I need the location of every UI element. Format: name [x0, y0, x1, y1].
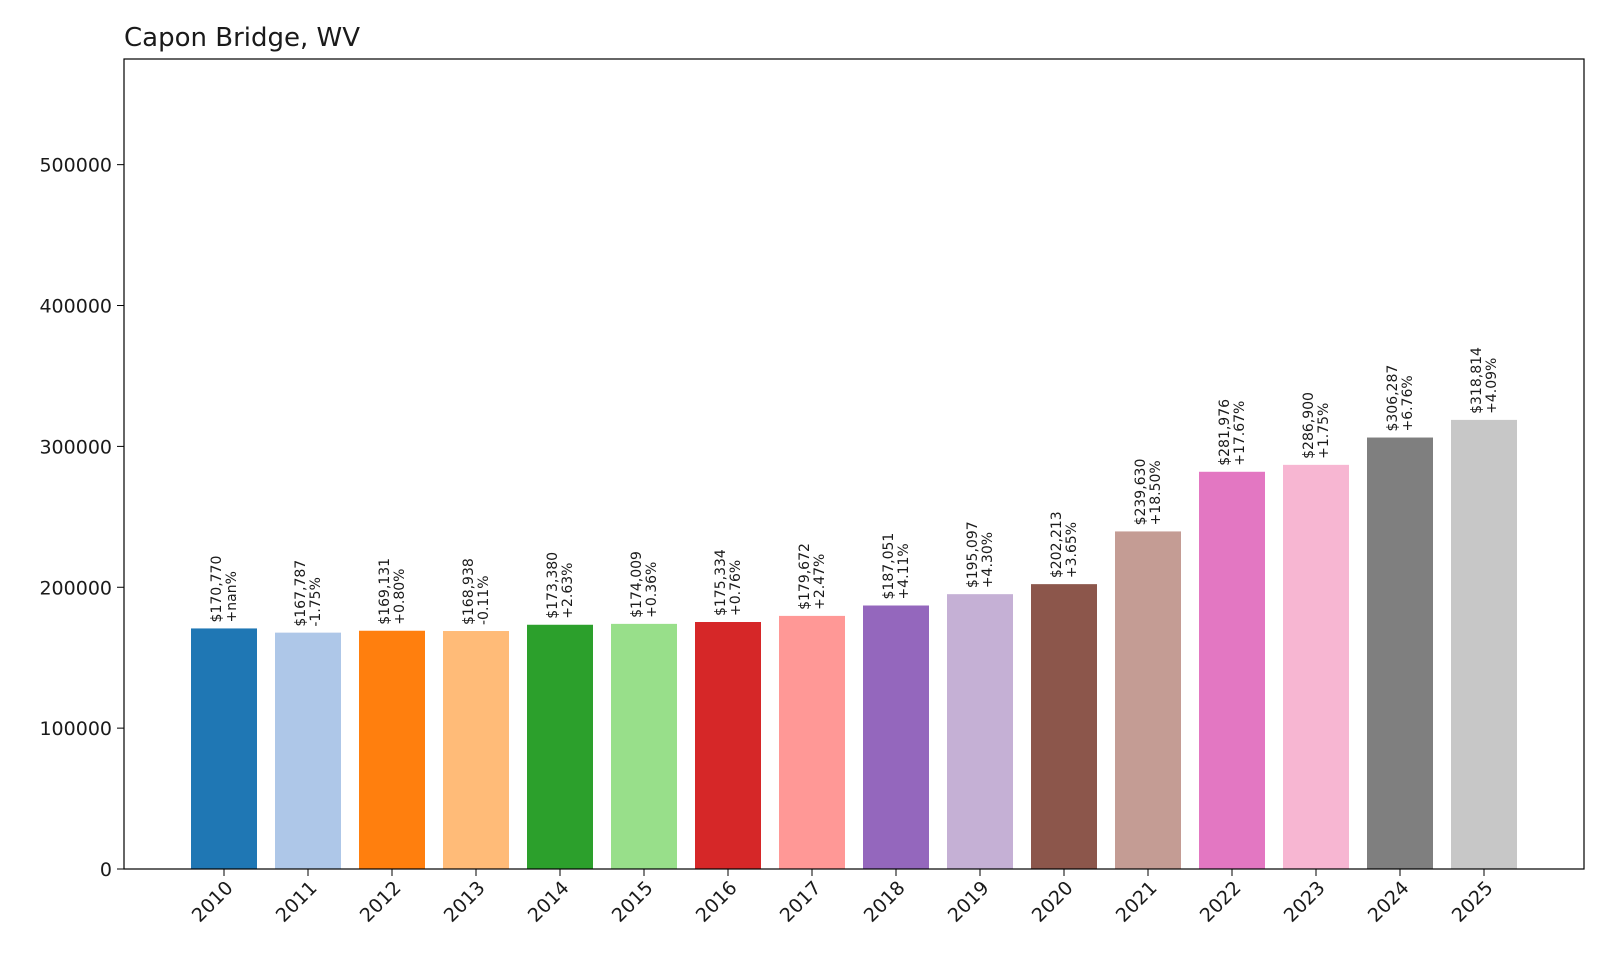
bar-label-2015: $174,009 +0.36% [629, 551, 660, 618]
bar-change-label: +4.09% [1484, 358, 1500, 414]
y-tick-label: 500000 [39, 155, 112, 177]
bar-label-2020: $202,213 +3.65% [1049, 511, 1080, 578]
bar-2010 [191, 628, 257, 869]
bar-label-2017: $179,672 +2.47% [797, 543, 828, 610]
x-tick-label: 2013 [440, 877, 490, 927]
bar-value-label: $239,630 [1133, 459, 1149, 526]
bar-value-label: $281,976 [1217, 399, 1233, 466]
bar-change-label: +3.65% [1064, 522, 1080, 578]
bar-label-2018: $187,051 +4.11% [881, 533, 912, 600]
bar-value-label: $187,051 [881, 533, 897, 600]
plot-frame [123, 58, 1585, 870]
bar-2017 [779, 615, 845, 869]
bar-2022 [1199, 471, 1265, 869]
x-tick-label: 2024 [1364, 877, 1414, 927]
bar-value-label: $167,787 [293, 560, 309, 627]
bar-value-label: $170,770 [209, 556, 225, 623]
bar-label-2011: $167,787 -1.75% [293, 560, 324, 627]
bar-label-2023: $286,900 +1.75% [1301, 392, 1332, 459]
bar-2013 [443, 631, 509, 869]
x-tick-label: 2025 [1448, 877, 1498, 927]
bar-change-label: +0.76% [728, 560, 744, 616]
x-tick-label: 2011 [272, 877, 322, 927]
bar-value-label: $168,938 [461, 558, 477, 625]
bar-2019 [947, 594, 1013, 869]
bar-label-2024: $306,287 +6.76% [1385, 365, 1416, 432]
x-tick-label: 2016 [692, 877, 742, 927]
bar-change-label: +nan% [224, 571, 240, 622]
x-tick-label: 2017 [776, 877, 826, 927]
bar-2018 [863, 605, 929, 869]
bar-change-label: -0.11% [476, 575, 492, 625]
chart-title: Capon Bridge, WV [124, 23, 360, 53]
bar-change-label: +4.11% [896, 543, 912, 599]
bar-2015 [611, 623, 677, 869]
x-tick-label: 2010 [188, 877, 238, 927]
bar-change-label: +4.30% [980, 532, 996, 588]
bar-2014 [527, 624, 593, 869]
bar-label-2021: $239,630 +18.50% [1133, 459, 1164, 526]
bar-change-label: +6.76% [1400, 375, 1416, 431]
bar-value-label: $173,380 [545, 552, 561, 619]
x-tick-label: 2021 [1112, 877, 1162, 927]
bar-change-label: +17.67% [1232, 401, 1248, 466]
bar-value-label: $169,131 [377, 558, 393, 625]
bar-change-label: +0.36% [644, 562, 660, 618]
bar-change-label: +2.47% [812, 554, 828, 610]
y-tick-label: 100000 [39, 718, 112, 740]
bar-2016 [695, 622, 761, 869]
y-tick-label: 0 [100, 859, 112, 881]
x-tick-label: 2019 [944, 877, 994, 927]
bar-2021 [1115, 531, 1181, 869]
x-tick-label: 2014 [524, 877, 574, 927]
x-tick-label: 2022 [1196, 877, 1246, 927]
x-tick-label: 2023 [1280, 877, 1330, 927]
bar-2024 [1367, 437, 1433, 869]
bar-value-label: $202,213 [1049, 511, 1065, 578]
bar-change-label: +18.50% [1148, 460, 1164, 525]
bar-2012 [359, 630, 425, 869]
bar-value-label: $306,287 [1385, 365, 1401, 432]
bar-value-label: $318,814 [1469, 347, 1485, 414]
bar-value-label: $174,009 [629, 551, 645, 618]
bar-label-2016: $175,334 +0.76% [713, 549, 744, 616]
bar-change-label: +1.75% [1316, 403, 1332, 459]
bar-2025 [1451, 419, 1517, 869]
plot-area: $170,770 +nan% 2010 $167,787 -1.75% 2011 $169,… [39, 58, 1585, 927]
bar-label-2019: $195,097 +4.30% [965, 521, 996, 588]
bar-2023 [1283, 464, 1349, 869]
bar-label-2012: $169,131 +0.80% [377, 558, 408, 625]
bar-label-2014: $173,380 +2.63% [545, 552, 576, 619]
bar-label-2013: $168,938 -0.11% [461, 558, 492, 625]
bar-2020 [1031, 584, 1097, 869]
bar-label-2010: $170,770 +nan% [209, 556, 240, 623]
y-tick-label: 400000 [39, 296, 112, 318]
x-tick-label: 2012 [356, 877, 406, 927]
y-tick-label: 300000 [39, 436, 112, 458]
x-tick-label: 2015 [608, 877, 658, 927]
bar-2011 [275, 632, 341, 869]
bar-value-label: $175,334 [713, 549, 729, 616]
bar-change-label: +2.63% [560, 563, 576, 619]
bar-value-label: $286,900 [1301, 392, 1317, 459]
x-tick-label: 2018 [860, 877, 910, 927]
bar-value-label: $195,097 [965, 521, 981, 588]
x-tick-label: 2020 [1028, 877, 1078, 927]
bar-change-label: -1.75% [308, 577, 324, 627]
bar-label-2022: $281,976 +17.67% [1217, 399, 1248, 466]
bar-change-label: +0.80% [392, 569, 408, 625]
y-tick-label: 200000 [39, 577, 112, 599]
bar-value-label: $179,672 [797, 543, 813, 610]
bar-label-2025: $318,814 +4.09% [1469, 347, 1500, 414]
